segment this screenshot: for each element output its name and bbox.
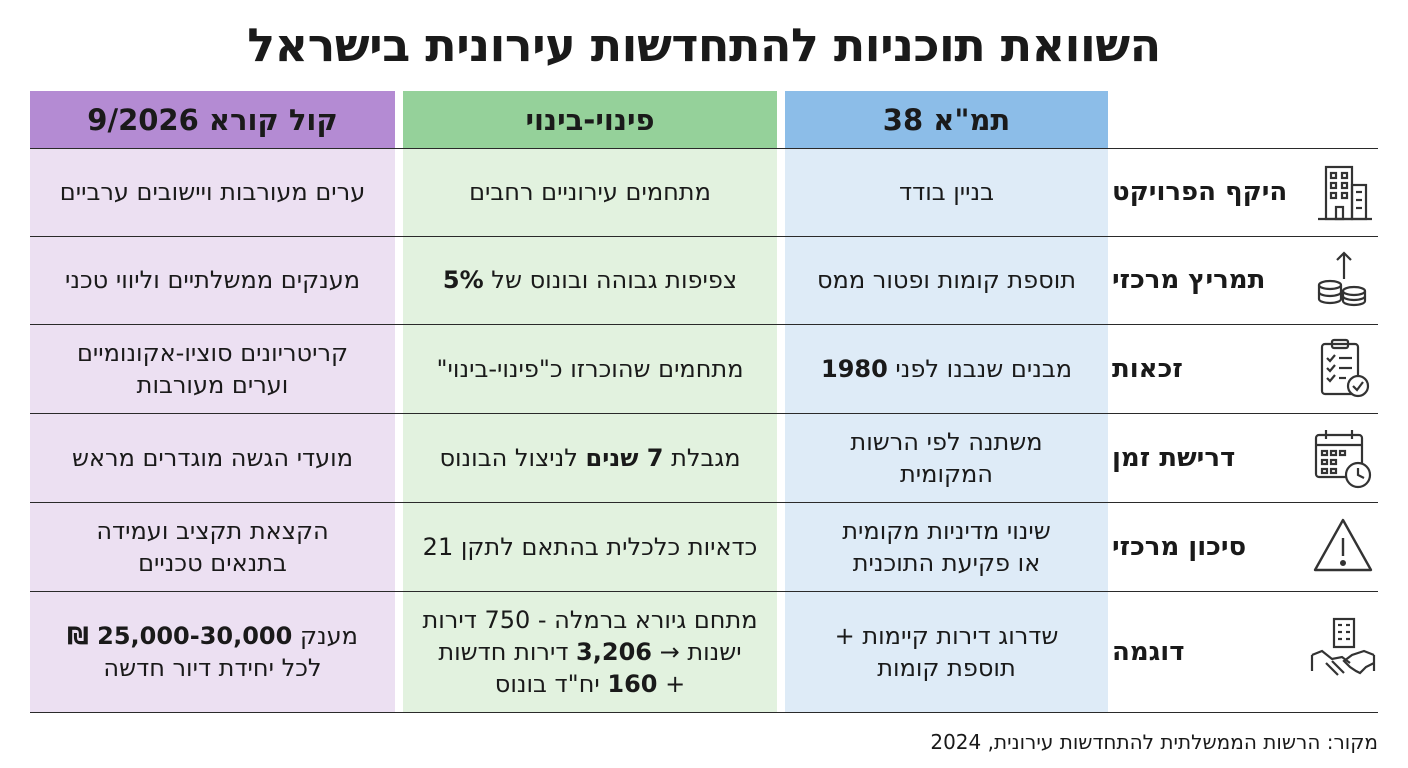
- row-label-eligibility: זכאות: [1112, 353, 1183, 384]
- cell-text: ישנות →: [651, 637, 742, 666]
- cell-risk-kol: הקצאת תקציב ועמידה בתנאים טכניים: [30, 502, 395, 591]
- cell-line: לכל יחידת דיור חדשה: [103, 653, 322, 682]
- building-icon: [1308, 157, 1378, 227]
- row-label-example: דוגמה: [1112, 636, 1185, 667]
- cell-line: תוספת קומות: [877, 653, 1016, 682]
- coins-arrow-icon: [1308, 245, 1378, 315]
- row-label-time: דרישת זמן: [1112, 442, 1236, 473]
- bold-value: 25,000-30,000 ₪: [67, 621, 293, 650]
- cell-line: או פקיעת התוכנית: [852, 548, 1041, 577]
- column-header-kol: קול קורא 9/2026: [30, 91, 395, 148]
- cell-time-kol: מועדי הגשה מוגדרים מראש: [71, 443, 354, 472]
- column-header-tama: תמ"א 38: [785, 91, 1108, 148]
- row-divider: [30, 413, 1378, 414]
- cell-text: לניצול הבונוס: [439, 443, 586, 472]
- cell-time-pinui: מגבלת 7 שנים לניצול הבונוס: [403, 413, 777, 502]
- cell-eligibility-kol: קריטריונים סוציו-אקונומיים וערים מעורבות: [30, 324, 395, 413]
- cell-risk-tama: שינוי מדיניות מקומית או פקיעת התוכנית: [785, 502, 1108, 591]
- cell-example-pinui: מתחם גיורא ברמלה - 750 דירות ישנות → 3,2…: [403, 591, 777, 712]
- cell-line: הקצאת תקציב ועמידה: [96, 516, 329, 545]
- row-divider: [30, 502, 1378, 503]
- column-bg-pinui: [403, 148, 777, 712]
- warning-icon: [1308, 512, 1378, 582]
- row-divider: [30, 712, 1378, 713]
- cell-line: וערים מעורבות: [136, 370, 289, 399]
- cell-example-tama: שדרוג דירות קיימות + תוספת קומות: [785, 591, 1108, 712]
- cell-line: בתנאים טכניים: [138, 548, 287, 577]
- row-divider: [30, 324, 1378, 325]
- page-title: השוואת תוכניות להתחדשות עירונית בישראל: [247, 18, 1161, 72]
- cell-line: שינוי מדיניות מקומית: [842, 516, 1051, 545]
- cell-text: מבנים שנבנו לפני: [887, 354, 1073, 383]
- cell-text: צפיפות גבוהה ובונוס של: [483, 266, 738, 294]
- row-divider: [30, 591, 1378, 592]
- cell-line: שדרוג דירות קיימות +: [834, 621, 1059, 650]
- cell-eligibility-tama: מבנים שנבנו לפני 1980: [785, 324, 1108, 413]
- handshake-building-icon: [1308, 615, 1378, 685]
- bold-value: 3,206: [576, 637, 652, 666]
- cell-incentive-pinui: צפיפות גבוהה ובונוס של 5%: [403, 236, 777, 324]
- row-label-scope: היקף הפרויקט: [1112, 177, 1288, 207]
- cell-eligibility-pinui: מתחמים שהוכרזו כ"פינוי-בינוי": [436, 354, 744, 383]
- cell-incentive-tama: תוספת קומות ופטור ממס: [816, 266, 1077, 294]
- bold-value: 160: [607, 669, 658, 698]
- cell-risk-pinui: כדאיות כלכלית בהתאם לתקן 21: [422, 532, 758, 561]
- cell-incentive-kol: מענקים ממשלתיים וליווי טכני: [64, 266, 361, 294]
- cell-example-kol: מענק 25,000-30,000 ₪ לכל יחידת דיור חדשה: [30, 591, 395, 712]
- cell-line: קריטריונים סוציו-אקונומיים: [76, 338, 349, 367]
- column-bg-kol: [30, 148, 395, 712]
- cell-line: מתחם גיורא ברמלה - 750 דירות: [422, 605, 758, 634]
- row-divider: [30, 148, 1378, 149]
- cell-text: +: [657, 669, 686, 698]
- cell-text: דירות חדשות: [438, 637, 577, 666]
- cell-line: משתנה לפי הרשות: [850, 427, 1043, 456]
- bold-value: 1980: [821, 354, 888, 383]
- cell-text: מענק: [292, 621, 358, 650]
- clipboard-check-icon: [1308, 334, 1378, 404]
- row-divider: [30, 236, 1378, 237]
- cell-time-tama: משתנה לפי הרשות המקומית: [785, 413, 1108, 502]
- cell-line: המקומית: [900, 459, 993, 488]
- source-note: מקור: הרשות הממשלתית להתחדשות עירונית, 2…: [930, 730, 1378, 754]
- bold-value: 5%: [442, 266, 484, 294]
- row-label-risk: סיכון מרכזי: [1112, 531, 1247, 562]
- bold-value: 7 שנים: [585, 443, 664, 472]
- row-label-incentive: תמריץ מרכזי: [1112, 265, 1266, 295]
- cell-scope-kol: ערים מעורבות ויישובים ערביים: [59, 178, 366, 206]
- cell-scope-tama: בניין בודד: [899, 178, 995, 206]
- cell-scope-pinui: מתחמים עירוניים רחבים: [469, 178, 711, 206]
- cell-text: יח"ד בונוס: [494, 669, 608, 698]
- calendar-clock-icon: [1308, 423, 1378, 493]
- column-header-pinui: פינוי-בינוי: [403, 91, 777, 148]
- column-bg-tama: [785, 148, 1108, 712]
- cell-text: מגבלת: [663, 443, 741, 472]
